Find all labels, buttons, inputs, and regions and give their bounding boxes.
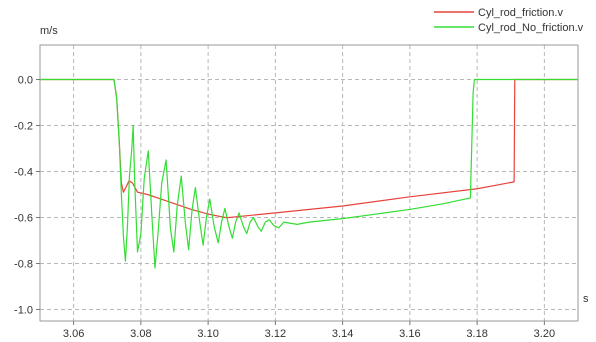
y-axis-ticks: 0.0 -0.2 -0.4 -0.6 -0.8 -1.0	[14, 75, 40, 317]
x-tick-label: 3.10	[197, 328, 218, 340]
x-tick-label: 3.08	[130, 328, 151, 340]
x-tick-label: 3.16	[399, 328, 420, 340]
y-tick-label: -0.6	[14, 213, 33, 225]
legend-label-1: Cyl_rod_friction.v	[478, 7, 563, 19]
legend: Cyl_rod_friction.v Cyl_rod_No_friction.v	[434, 7, 584, 34]
plot-frame	[39, 44, 579, 322]
y-axis-unit-label: m/s	[40, 25, 58, 37]
x-tick-label: 3.06	[63, 328, 84, 340]
y-tick-label: -1.0	[14, 305, 33, 317]
x-tick-label: 3.20	[534, 328, 555, 340]
x-tick-label: 3.14	[332, 328, 353, 340]
x-tick-label: 3.12	[265, 328, 286, 340]
y-tick-label: 0.0	[18, 75, 33, 87]
data-series	[40, 78, 578, 269]
series-line-2	[40, 78, 578, 269]
y-tick-label: -0.4	[14, 167, 33, 179]
x-axis-unit-label: s	[583, 293, 589, 305]
y-tick-label: -0.2	[14, 121, 33, 133]
y-tick-label: -0.8	[14, 259, 33, 271]
x-axis-ticks: 3.06 3.08 3.10 3.12 3.14 3.16 3.18 3.20	[63, 321, 555, 340]
legend-label-2: Cyl_rod_No_friction.v	[478, 22, 584, 34]
x-tick-label: 3.18	[466, 328, 487, 340]
